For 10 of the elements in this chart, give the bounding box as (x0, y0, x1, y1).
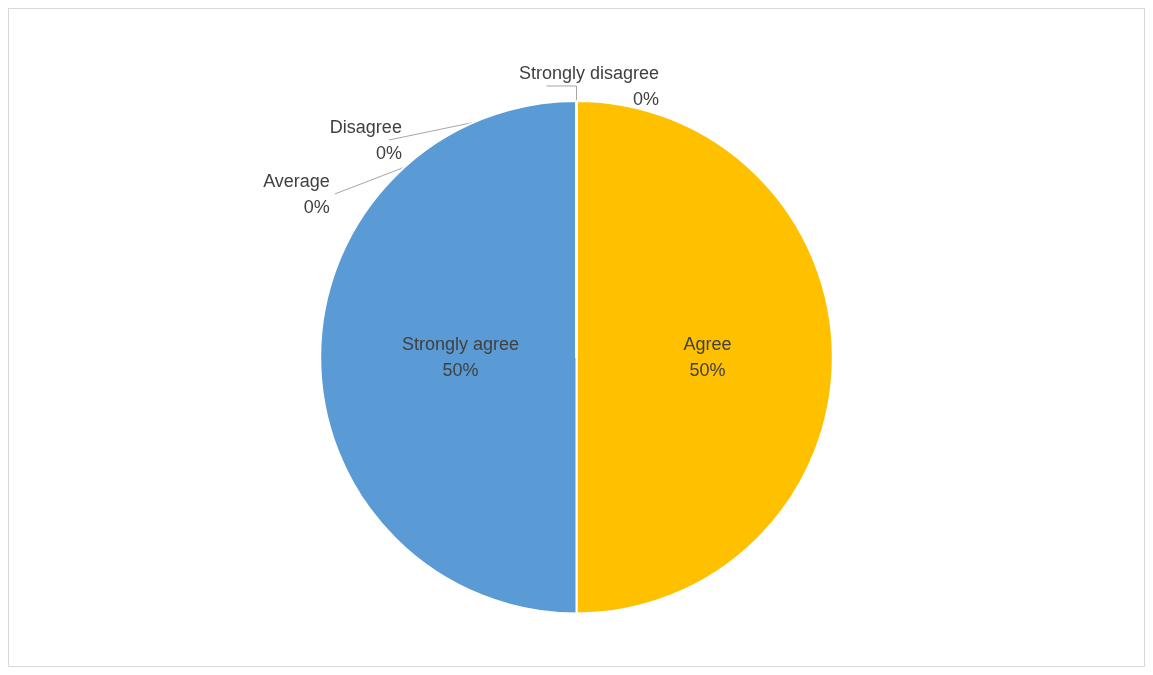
data-label: 50% (689, 360, 726, 381)
text: 0% (633, 88, 660, 109)
text: 0% (375, 142, 402, 163)
slice-label: Agree (683, 334, 732, 355)
category-label: Strongly disagree (518, 62, 660, 83)
slice-label: Strongly agree (401, 334, 519, 355)
data-label: 50% (442, 360, 479, 381)
category-label: Average (263, 170, 330, 191)
text: 0% (303, 196, 330, 217)
category-label: Disagree (329, 116, 402, 137)
